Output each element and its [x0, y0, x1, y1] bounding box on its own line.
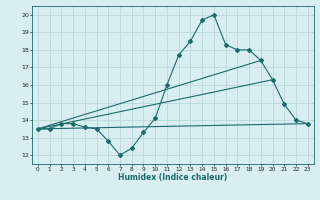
X-axis label: Humidex (Indice chaleur): Humidex (Indice chaleur)	[118, 173, 228, 182]
